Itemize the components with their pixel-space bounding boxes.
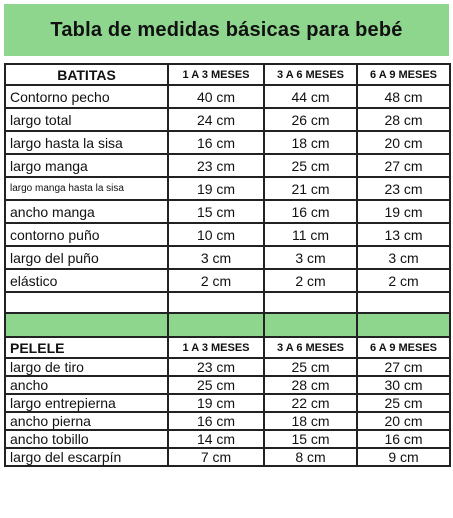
separator-cell [356,312,451,338]
cell-value: 7 cm [167,447,265,467]
row-label: contorno puño [4,222,169,247]
cell-value: 8 cm [263,447,358,467]
row-label: ancho tobillo [4,429,169,449]
measurements-table: BATITAS 1 A 3 MESES 3 A 6 MESES 6 A 9 ME… [4,63,451,467]
empty-cell [263,291,358,314]
column-header: 6 A 9 MESES [356,336,451,359]
cell-value: 20 cm [356,411,451,431]
cell-value: 2 cm [167,268,265,293]
empty-cell [4,291,169,314]
pelele-header-row: PELELE 1 A 3 MESES 3 A 6 MESES 6 A 9 MES… [4,336,451,359]
separator-cell [4,312,169,338]
column-header: 3 A 6 MESES [263,336,358,359]
separator-cell [263,312,358,338]
table-row: largo total 24 cm 26 cm 28 cm [4,107,451,132]
row-label: largo hasta la sisa [4,130,169,155]
cell-value: 26 cm [263,107,358,132]
cell-value: 20 cm [356,130,451,155]
page-title: Tabla de medidas básicas para bebé [50,18,403,41]
table-row: largo del escarpín 7 cm 8 cm 9 cm [4,447,451,467]
cell-value: 25 cm [167,375,265,395]
cell-value: 10 cm [167,222,265,247]
cell-value: 18 cm [263,130,358,155]
section-title-pelele: PELELE [4,336,169,359]
row-label: largo de tiro [4,357,169,377]
cell-value: 2 cm [356,268,451,293]
batitas-header-row: BATITAS 1 A 3 MESES 3 A 6 MESES 6 A 9 ME… [4,63,451,86]
separator-row [4,312,451,338]
row-label: ancho pierna [4,411,169,431]
cell-value: 11 cm [263,222,358,247]
cell-value: 15 cm [263,429,358,449]
cell-value: 19 cm [167,176,265,201]
cell-value: 19 cm [167,393,265,413]
cell-value: 19 cm [356,199,451,224]
cell-value: 25 cm [356,393,451,413]
table-row: largo del puño 3 cm 3 cm 3 cm [4,245,451,270]
column-header: 6 A 9 MESES [356,63,451,86]
cell-value: 28 cm [356,107,451,132]
table-row: largo manga 23 cm 25 cm 27 cm [4,153,451,178]
cell-value: 25 cm [263,153,358,178]
separator-cell [167,312,265,338]
row-label: largo del escarpín [4,447,169,467]
cell-value: 23 cm [356,176,451,201]
cell-value: 16 cm [263,199,358,224]
cell-value: 16 cm [356,429,451,449]
cell-value: 18 cm [263,411,358,431]
row-label: largo entrepierna [4,393,169,413]
cell-value: 13 cm [356,222,451,247]
cell-value: 15 cm [167,199,265,224]
cell-value: 24 cm [167,107,265,132]
table-row: largo hasta la sisa 16 cm 18 cm 20 cm [4,130,451,155]
column-header: 1 A 3 MESES [167,63,265,86]
row-label: Contorno pecho [4,84,169,109]
section-title-batitas: BATITAS [4,63,169,86]
table-row: Contorno pecho 40 cm 44 cm 48 cm [4,84,451,109]
table-row: ancho pierna 16 cm 18 cm 20 cm [4,411,451,431]
cell-value: 48 cm [356,84,451,109]
cell-value: 27 cm [356,153,451,178]
cell-value: 3 cm [356,245,451,270]
column-header: 3 A 6 MESES [263,63,358,86]
row-label: largo manga [4,153,169,178]
cell-value: 23 cm [167,153,265,178]
cell-value: 27 cm [356,357,451,377]
table-row: elástico 2 cm 2 cm 2 cm [4,268,451,293]
cell-value: 21 cm [263,176,358,201]
cell-value: 3 cm [167,245,265,270]
cell-value: 44 cm [263,84,358,109]
table-row: largo manga hasta la sisa 19 cm 21 cm 23… [4,176,451,201]
cell-value: 16 cm [167,411,265,431]
empty-row [4,291,451,314]
column-header: 1 A 3 MESES [167,336,265,359]
cell-value: 40 cm [167,84,265,109]
cell-value: 22 cm [263,393,358,413]
table-row: largo entrepierna 19 cm 22 cm 25 cm [4,393,451,413]
empty-cell [356,291,451,314]
empty-cell [167,291,265,314]
cell-value: 25 cm [263,357,358,377]
table-row: largo de tiro 23 cm 25 cm 27 cm [4,357,451,377]
cell-value: 23 cm [167,357,265,377]
cell-value: 28 cm [263,375,358,395]
cell-value: 3 cm [263,245,358,270]
cell-value: 2 cm [263,268,358,293]
row-label: elástico [4,268,169,293]
row-label: ancho manga [4,199,169,224]
row-label: largo manga hasta la sisa [4,176,169,201]
row-label: largo total [4,107,169,132]
row-label: ancho [4,375,169,395]
cell-value: 30 cm [356,375,451,395]
table-row: contorno puño 10 cm 11 cm 13 cm [4,222,451,247]
cell-value: 9 cm [356,447,451,467]
table-row: ancho manga 15 cm 16 cm 19 cm [4,199,451,224]
title-banner: Tabla de medidas básicas para bebé [4,4,449,56]
table-row: ancho tobillo 14 cm 15 cm 16 cm [4,429,451,449]
cell-value: 16 cm [167,130,265,155]
row-label: largo del puño [4,245,169,270]
cell-value: 14 cm [167,429,265,449]
table-row: ancho 25 cm 28 cm 30 cm [4,375,451,395]
